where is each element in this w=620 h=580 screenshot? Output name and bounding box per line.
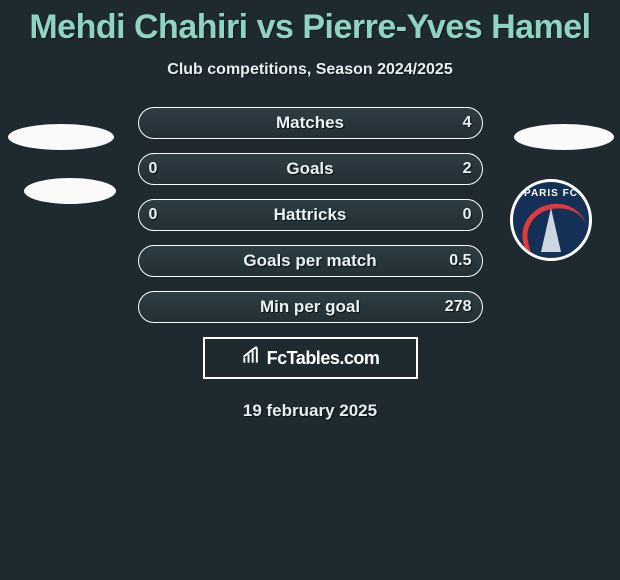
stat-row-goals: 0 Goals 2	[138, 153, 483, 185]
stat-label: Hattricks	[139, 200, 482, 230]
stat-right-value: 2	[463, 154, 472, 184]
vs-label: vs	[257, 8, 294, 46]
comparison-card: Mehdi Chahiri vs Pierre-Yves Hamel Club …	[0, 0, 620, 580]
player2-name: Pierre-Yves Hamel	[302, 8, 590, 46]
date-label: 19 february 2025	[0, 401, 620, 421]
club-logo-parisfc: PARIS FC	[510, 179, 592, 261]
stat-label: Matches	[139, 108, 482, 138]
decor-ellipse	[8, 124, 114, 150]
page-title: Mehdi Chahiri vs Pierre-Yves Hamel	[0, 8, 620, 47]
stat-row-matches: Matches 4	[138, 107, 483, 139]
stat-row-hattricks: 0 Hattricks 0	[138, 199, 483, 231]
stat-label: Goals per match	[139, 246, 482, 276]
player1-name: Mehdi Chahiri	[29, 8, 247, 46]
club-logo-tower	[541, 208, 561, 252]
stat-label: Min per goal	[139, 292, 482, 322]
brand-text: FcTables.com	[267, 348, 380, 369]
club-logo-text: PARIS FC	[524, 188, 578, 199]
subtitle: Club competitions, Season 2024/2025	[0, 61, 620, 79]
stat-right-value: 278	[445, 292, 472, 322]
brand-box: FcTables.com	[203, 337, 418, 379]
stat-right-value: 0	[463, 200, 472, 230]
stat-right-value: 4	[463, 108, 472, 138]
decor-ellipse	[514, 124, 614, 150]
stat-row-min-per-goal: Min per goal 278	[138, 291, 483, 323]
stat-right-value: 0.5	[449, 246, 471, 276]
stats-rows: Matches 4 0 Goals 2 0 Hattricks 0 Goals …	[138, 107, 483, 323]
stat-label: Goals	[139, 154, 482, 184]
decor-ellipse	[24, 178, 116, 204]
stat-row-goals-per-match: Goals per match 0.5	[138, 245, 483, 277]
bar-chart-icon	[241, 346, 261, 371]
